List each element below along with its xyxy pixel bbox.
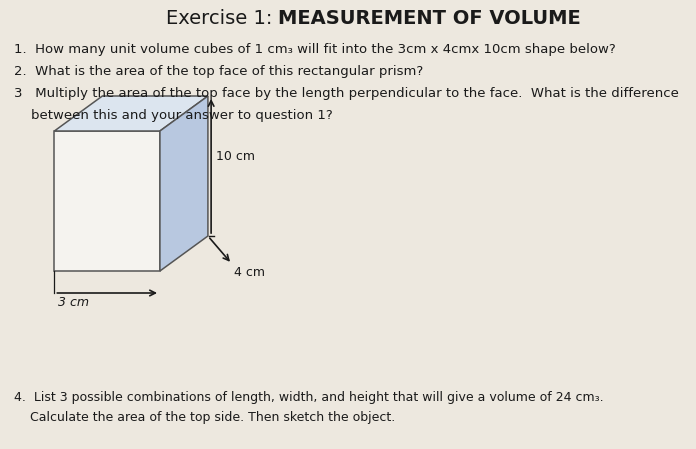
Text: MEASUREMENT OF VOLUME: MEASUREMENT OF VOLUME [278,9,581,28]
Text: 4.  List 3 possible combinations of length, width, and height that will give a v: 4. List 3 possible combinations of lengt… [15,391,604,404]
Polygon shape [54,131,160,271]
Polygon shape [160,96,208,271]
Text: 3 cm: 3 cm [58,296,88,309]
Polygon shape [54,96,208,131]
Text: 1.  How many unit volume cubes of 1 cm₃ will fit into the 3cm x 4cmx 10cm shape : 1. How many unit volume cubes of 1 cm₃ w… [15,43,616,56]
Text: between this and your answer to question 1?: between this and your answer to question… [15,109,333,122]
Text: Exercise 1:: Exercise 1: [166,9,278,28]
Text: 3   Multiply the area of the top face by the length perpendicular to the face.  : 3 Multiply the area of the top face by t… [15,87,679,100]
Text: Calculate the area of the top side. Then sketch the object.: Calculate the area of the top side. Then… [15,410,395,423]
Text: 4 cm: 4 cm [235,266,265,279]
Text: 10 cm: 10 cm [216,150,255,163]
Text: 2.  What is the area of the top face of this rectangular prism?: 2. What is the area of the top face of t… [15,65,424,78]
